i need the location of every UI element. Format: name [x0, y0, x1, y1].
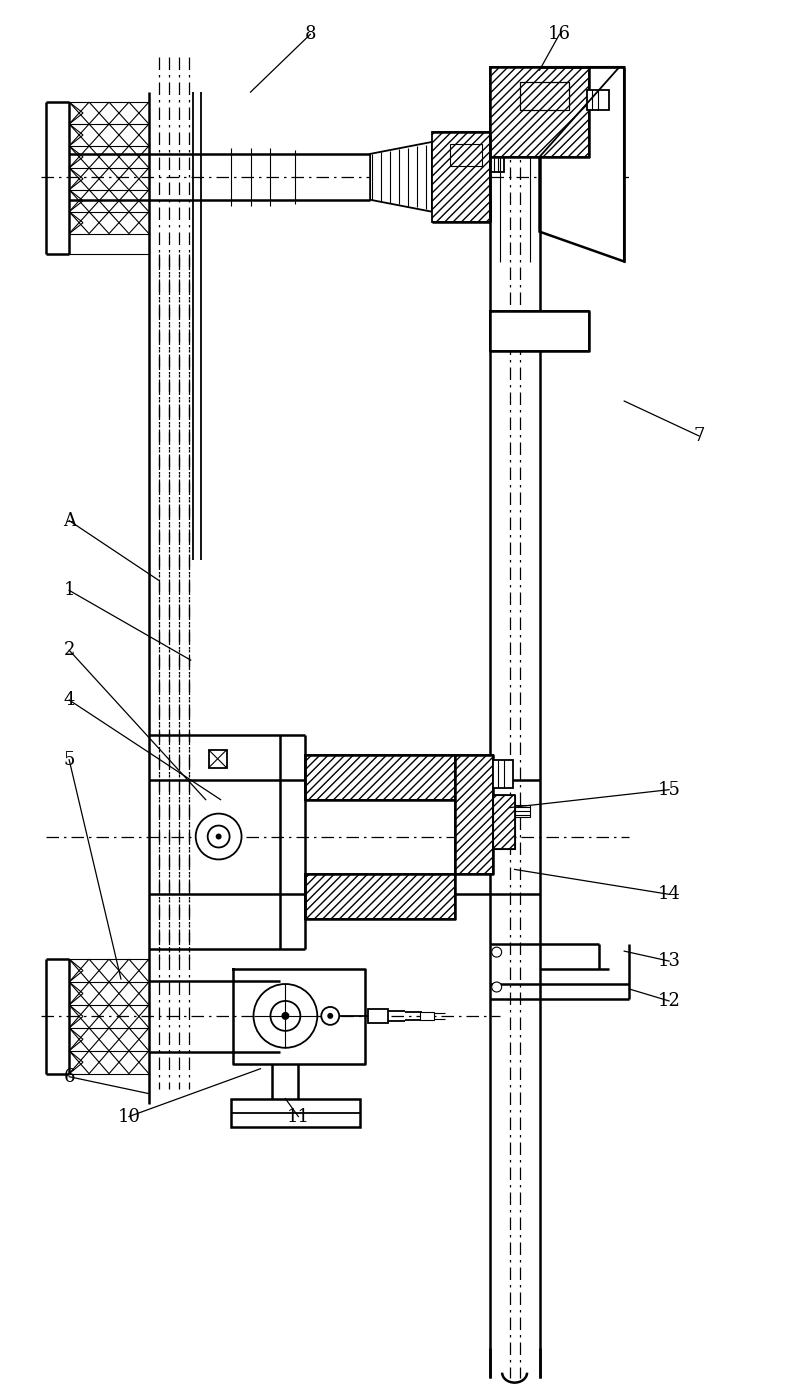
Bar: [519, 83, 570, 111]
Bar: [493, 795, 514, 850]
Circle shape: [208, 826, 230, 847]
Bar: [209, 750, 226, 767]
Bar: [490, 154, 504, 172]
Bar: [490, 311, 590, 351]
Text: 10: 10: [118, 1107, 141, 1126]
Circle shape: [492, 981, 502, 993]
Bar: [368, 1009, 388, 1023]
Bar: [432, 132, 490, 221]
Text: A: A: [62, 511, 76, 529]
Polygon shape: [370, 141, 432, 211]
Polygon shape: [539, 67, 624, 262]
Text: 11: 11: [287, 1107, 310, 1126]
Bar: [587, 90, 610, 111]
Circle shape: [282, 1012, 290, 1019]
Text: 4: 4: [63, 692, 75, 708]
Text: 12: 12: [658, 993, 681, 1009]
Circle shape: [216, 833, 222, 840]
Circle shape: [196, 813, 242, 860]
Circle shape: [254, 984, 318, 1047]
Bar: [306, 875, 455, 920]
Text: 5: 5: [63, 750, 75, 769]
Circle shape: [322, 1007, 339, 1025]
Bar: [455, 755, 493, 875]
Text: 16: 16: [548, 25, 571, 43]
Bar: [514, 805, 530, 816]
Bar: [420, 1012, 434, 1019]
Circle shape: [492, 948, 502, 958]
Text: 6: 6: [63, 1068, 75, 1085]
Bar: [306, 755, 455, 799]
Text: 15: 15: [658, 781, 681, 798]
Text: 8: 8: [305, 25, 316, 43]
Bar: [490, 67, 590, 157]
Text: 2: 2: [63, 641, 75, 659]
Text: 13: 13: [658, 952, 681, 970]
Text: 7: 7: [694, 427, 705, 445]
Circle shape: [327, 1014, 334, 1019]
Circle shape: [270, 1001, 300, 1030]
Bar: [493, 760, 513, 788]
Bar: [450, 144, 482, 165]
Bar: [230, 1099, 360, 1127]
Text: 14: 14: [658, 885, 681, 903]
Text: 1: 1: [63, 581, 75, 599]
